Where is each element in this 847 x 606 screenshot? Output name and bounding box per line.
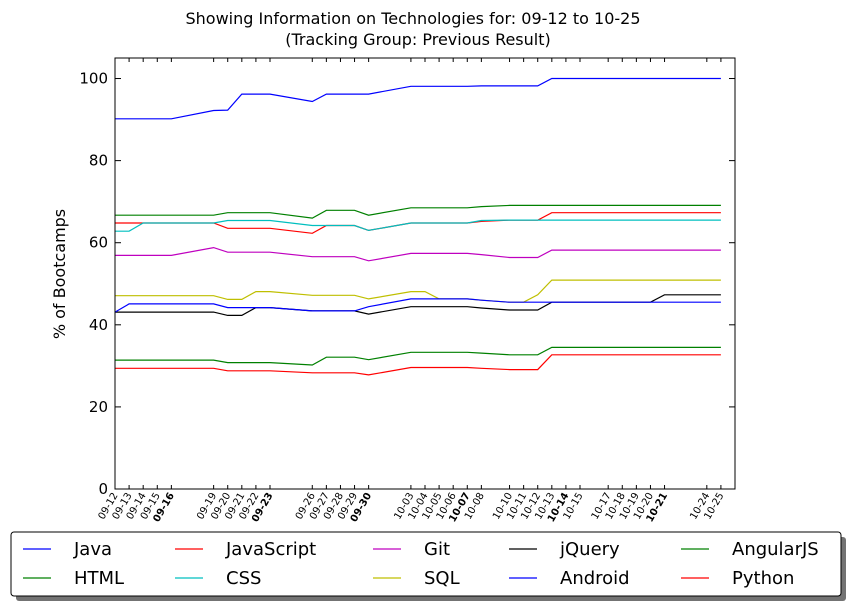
series-line-angularjs (115, 346, 721, 366)
y-tick-label: 80 (89, 152, 108, 170)
legend-label-angularjs: AngularJS (732, 539, 819, 560)
y-tick-label: 60 (89, 234, 108, 252)
series-line-sql (115, 279, 721, 303)
legend-label-git: Git (424, 539, 450, 560)
legend: Java JavaScript Git jQuery AngularJS HTML CSS S… (10, 531, 846, 601)
legend-label-android: Android (560, 568, 630, 589)
legend-box (10, 531, 842, 597)
chart-subtitle: (Tracking Group: Previous Result) (285, 30, 551, 49)
chart-title: Showing Information on Technologies for:… (186, 9, 641, 28)
series-line-java (115, 77, 721, 120)
legend-label-python: Python (732, 568, 794, 589)
legend-label-jquery: jQuery (559, 539, 620, 560)
legend-label-java: Java (73, 539, 112, 560)
legend-label-javascript: JavaScript (225, 539, 316, 560)
y-tick-label: 20 (89, 398, 108, 416)
legend-label-css: CSS (226, 568, 261, 589)
y-tick-label: 0 (98, 480, 108, 498)
series-line-python (115, 354, 721, 376)
legend-label-html: HTML (74, 568, 124, 589)
y-tick-label: 100 (79, 70, 108, 88)
series-line-android (114, 298, 721, 313)
series-line-css (115, 219, 721, 232)
series-layer (114, 77, 721, 376)
legend-label-sql: SQL (424, 568, 460, 589)
series-line-html (115, 204, 721, 219)
plot-frame (114, 57, 736, 490)
series-line-jquery (115, 294, 721, 316)
y-tick-label: 40 (89, 316, 108, 334)
y-axis-label: % of Bootcamps (50, 209, 69, 339)
series-line-git (115, 246, 721, 262)
